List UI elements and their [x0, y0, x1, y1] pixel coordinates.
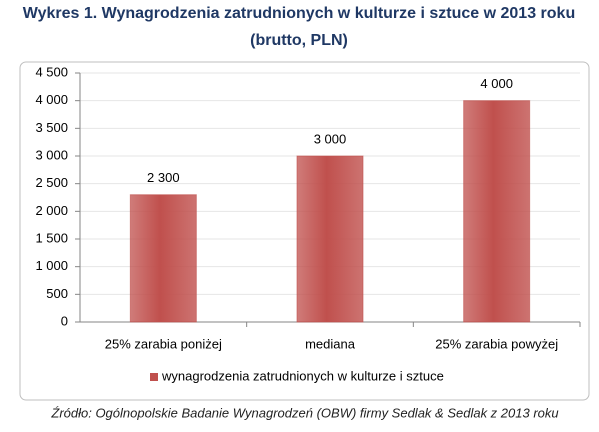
chart-subtitle: (brutto, PLN)	[250, 32, 348, 49]
bar	[296, 155, 364, 323]
data-label: 3 000	[314, 131, 347, 146]
y-tick-label: 2 000	[35, 203, 68, 218]
y-tick-label: 3 500	[35, 120, 68, 135]
y-tick-label: 1 000	[35, 258, 68, 273]
data-label: 4 000	[480, 76, 513, 91]
bar	[463, 100, 531, 323]
y-tick-label: 3 000	[35, 147, 68, 162]
source-note: Źródło: Ogólnopolskie Badanie Wynagrodze…	[50, 405, 558, 420]
legend-label: wynagrodzenia zatrudnionych w kulturze i…	[161, 368, 444, 383]
chart-title: Wykres 1. Wynagrodzenia zatrudnionych w …	[23, 5, 575, 22]
y-tick-label: 2 500	[35, 175, 68, 190]
x-tick-label: 25% zarabia poniżej	[105, 336, 222, 351]
x-tick-label: 25% zarabia powyżej	[435, 336, 558, 351]
y-tick-label: 4 000	[35, 92, 68, 107]
y-tick-label: 500	[46, 286, 68, 301]
y-tick-label: 1 500	[35, 230, 68, 245]
data-label: 2 300	[147, 170, 180, 185]
legend-swatch	[150, 373, 158, 381]
x-tick-label: mediana	[305, 336, 356, 351]
y-tick-label: 4 500	[35, 64, 68, 79]
bar	[129, 194, 197, 323]
y-tick-label: 0	[61, 313, 68, 328]
